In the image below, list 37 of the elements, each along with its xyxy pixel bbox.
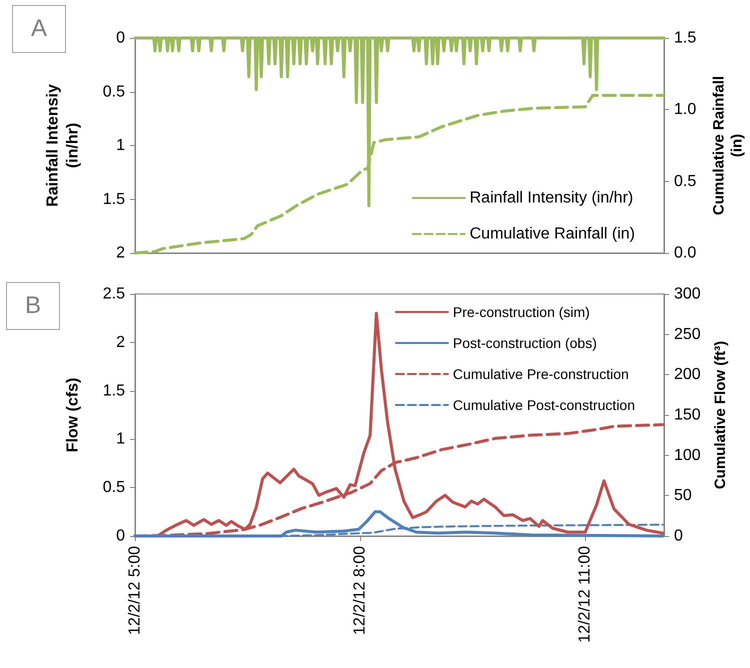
y-tick-label: 0.5 [102,479,126,496]
legend-label: Cumulative Post-construction [452,397,636,413]
y-tick-label: 2 [116,244,126,262]
y2-tick-label: 1.5 [674,30,696,46]
text: A [12,5,66,53]
y-tick-label: 1.5 [102,382,126,400]
y2-tick-label: 200 [674,366,701,384]
text: B [6,282,60,330]
y2-tick-label: 0.5 [674,172,696,190]
y-tick-label: 0.5 [102,83,126,100]
legend-label: Pre-construction (sim) [452,304,590,320]
x-tick-label: 12/2/12 5:00 [126,546,144,635]
y2-tick-label: 1.0 [674,101,696,118]
y2-axis-title: Cumulative Flow (ft³) [712,340,730,490]
y-tick-label: 0 [116,30,126,46]
legend-label: Post-construction (obs) [452,335,597,351]
x-tick-label: 12/2/12 11:00 [576,546,594,643]
y-tick-label: 2.5 [102,286,126,302]
legend-label: Rainfall Intensity (in/hr) [470,190,634,206]
y2-axis-title: Cumulative Rainfall (in) [710,76,746,216]
y-axis-title: Rainfall Intensiy (in/hr) [44,84,82,207]
y2-tick-label: 50 [674,487,692,504]
y-tick-label: 1 [116,430,126,448]
y-axis-title: Flow (cfs) [64,378,82,452]
y2-tick-label: 250 [674,326,701,343]
y2-tick-label: 0.0 [674,244,696,262]
x-tick-label: 12/2/12 8:00 [352,546,369,635]
y2-tick-label: 150 [674,406,701,424]
y-tick-label: 1.5 [102,190,126,208]
y-tick-label: 2 [116,334,126,351]
y2-tick-label: 100 [674,446,701,464]
y2-tick-label: 0 [674,528,683,544]
y-tick-label: 0 [116,528,126,544]
y-tick-label: 1 [116,137,126,154]
y2-tick-label: 300 [674,286,701,302]
legend-label: Cumulative Pre-construction [452,366,629,382]
legend-label: Cumulative Rainfall (in) [470,226,635,242]
